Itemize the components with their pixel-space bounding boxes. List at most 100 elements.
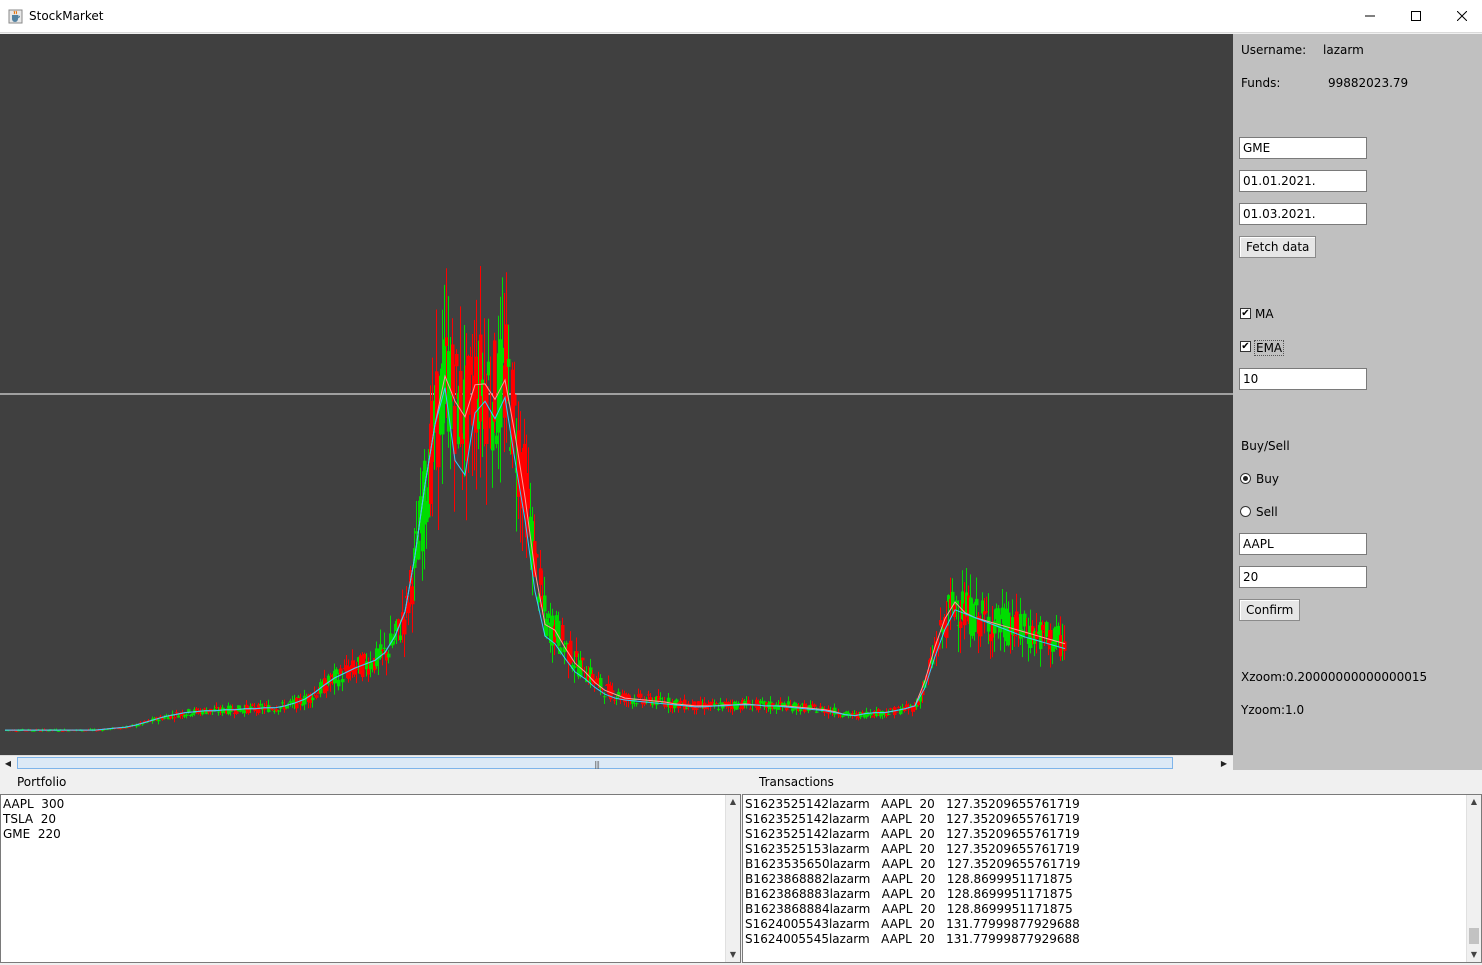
scroll-down-icon[interactable]: ▼ — [729, 950, 737, 959]
candle-body — [349, 666, 353, 671]
candle-body — [95, 730, 99, 732]
candle-body — [531, 521, 535, 570]
candle-body — [271, 709, 275, 711]
candle-body — [441, 363, 445, 435]
candle-body — [535, 554, 539, 558]
transaction-row[interactable]: B1623535650lazarm AAPL 20 127.3520965576… — [745, 857, 1081, 871]
candle-body — [15, 730, 19, 732]
scroll-right-button[interactable]: ▶ — [1216, 756, 1232, 771]
candle-body — [715, 703, 719, 705]
sell-radio[interactable] — [1240, 506, 1251, 517]
scroll-up-icon[interactable]: ▲ — [1470, 797, 1478, 806]
candle-body — [461, 433, 465, 444]
candle-body — [395, 620, 399, 632]
chart-canvas[interactable] — [0, 34, 1233, 755]
candle-body — [251, 704, 255, 706]
candlestick-chart[interactable] — [0, 34, 1233, 755]
trade-symbol-input[interactable] — [1239, 533, 1367, 555]
candle-body — [959, 621, 963, 628]
candle-body — [429, 423, 433, 504]
portfolio-scrollbar[interactable]: ▲ ▼ — [725, 795, 740, 962]
candle-body — [205, 711, 209, 714]
minimize-button[interactable] — [1347, 0, 1393, 32]
maximize-button[interactable] — [1393, 0, 1439, 32]
candle-body — [191, 713, 195, 716]
candle-body — [509, 447, 513, 451]
candle-body — [391, 641, 395, 646]
candle-body — [649, 697, 653, 703]
confirm-button[interactable]: Confirm — [1239, 599, 1301, 621]
candle-body — [565, 642, 569, 645]
yzoom-label: Yzoom:1.0 — [1241, 703, 1305, 717]
period-input[interactable] — [1239, 368, 1367, 390]
candle-body — [239, 708, 243, 712]
candle-body — [529, 516, 533, 530]
candle-body — [329, 681, 333, 684]
candle-body — [981, 600, 985, 614]
end-date-input[interactable] — [1239, 203, 1367, 225]
symbol-input[interactable] — [1239, 137, 1367, 159]
transactions-scrollbar[interactable]: ▲ ▼ — [1466, 795, 1481, 962]
candle-body — [207, 711, 211, 713]
candle-body — [237, 705, 241, 712]
candle-body — [951, 591, 955, 610]
candle-body — [985, 611, 989, 613]
candle-body — [499, 339, 503, 428]
candle-body — [799, 709, 803, 712]
candle-body — [561, 624, 565, 641]
ma-checkbox[interactable]: ✔ — [1240, 308, 1251, 319]
candle-body — [919, 694, 923, 702]
candle-body — [1015, 611, 1019, 633]
candle-body — [189, 714, 193, 716]
candle-body — [367, 668, 371, 675]
transaction-row[interactable]: B1623868882lazarm AAPL 20 128.8699951171… — [745, 872, 1073, 886]
candle-body — [647, 694, 651, 696]
candle-body — [1029, 625, 1033, 649]
portfolio-list[interactable]: AAPL 300 TSLA 20 GME 220 ▲ ▼ — [0, 794, 741, 963]
transaction-row[interactable]: S1623525153lazarm AAPL 20 127.3520965576… — [745, 842, 1080, 856]
candle-body — [871, 716, 875, 718]
candle-body — [867, 713, 871, 716]
candle-body — [897, 707, 901, 709]
candle-body — [445, 337, 449, 347]
transaction-row[interactable]: S1623525142lazarm AAPL 20 127.3520965576… — [745, 797, 1080, 811]
scroll-thumb[interactable]: ||| — [17, 757, 1173, 769]
scroll-left-button[interactable]: ◀ — [0, 756, 16, 771]
start-date-input[interactable] — [1239, 170, 1367, 192]
portfolio-row[interactable]: AAPL 300 — [3, 797, 65, 811]
candle-body — [481, 379, 485, 397]
candle-body — [845, 711, 849, 715]
portfolio-title: Portfolio — [17, 775, 67, 789]
portfolio-row[interactable]: TSLA 20 — [3, 812, 57, 826]
portfolio-row[interactable]: GME 220 — [3, 827, 61, 841]
scroll-down-icon[interactable]: ▼ — [1470, 950, 1478, 959]
candle-body — [141, 723, 145, 725]
candle-body — [839, 715, 843, 717]
transactions-list[interactable]: S1623525142lazarm AAPL 20 127.3520965576… — [742, 794, 1482, 963]
scroll-up-icon[interactable]: ▲ — [729, 797, 737, 806]
fetch-data-button[interactable]: Fetch data — [1239, 236, 1317, 258]
trade-amount-input[interactable] — [1239, 566, 1367, 588]
transaction-row[interactable]: S1623525142lazarm AAPL 20 127.3520965576… — [745, 827, 1080, 841]
candle-body — [633, 698, 637, 701]
candle-body — [549, 622, 553, 644]
chart-horizontal-scrollbar[interactable]: ◀ ||| ▶ — [0, 755, 1233, 770]
candle-body — [669, 702, 673, 708]
scroll-thumb[interactable] — [1469, 928, 1479, 944]
transaction-row[interactable]: S1623525142lazarm AAPL 20 127.3520965576… — [745, 812, 1080, 826]
close-button[interactable] — [1439, 0, 1482, 32]
candle-body — [735, 704, 739, 710]
candle-body — [851, 713, 855, 716]
candle-body — [927, 669, 931, 673]
candle-body — [809, 704, 813, 709]
candle-body — [621, 694, 625, 697]
transaction-row[interactable]: S1624005543lazarm AAPL 20 131.7799987792… — [745, 917, 1080, 931]
candle-body — [333, 670, 337, 684]
buy-radio[interactable] — [1240, 473, 1251, 484]
ma-label: MA — [1255, 307, 1274, 321]
transaction-row[interactable]: B1623868884lazarm AAPL 20 128.8699951171… — [745, 902, 1073, 916]
transaction-row[interactable]: S1624005545lazarm AAPL 20 131.7799987792… — [745, 932, 1080, 946]
candle-body — [137, 725, 141, 727]
transaction-row[interactable]: B1623868883lazarm AAPL 20 128.8699951171… — [745, 887, 1073, 901]
ema-checkbox[interactable]: ✔ — [1240, 341, 1251, 352]
